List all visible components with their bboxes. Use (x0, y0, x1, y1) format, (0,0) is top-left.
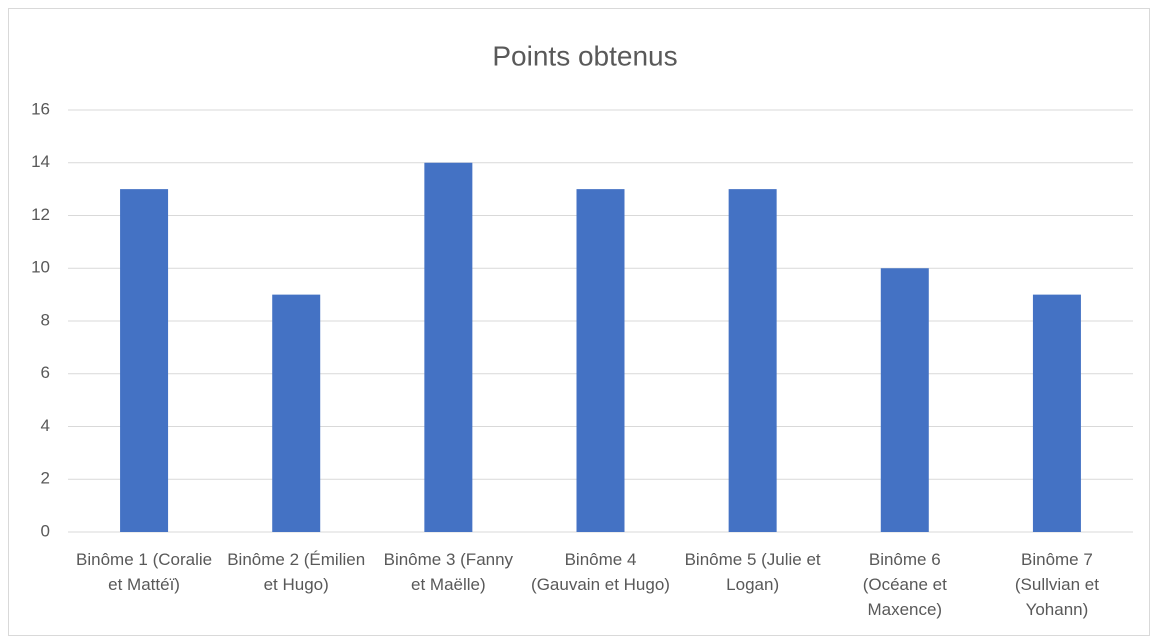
y-tick-label: 10 (31, 258, 50, 277)
x-tick-label: Binôme 5 (Julie et Logan) (684, 550, 821, 594)
x-tick-label: Binôme 3 (Fanny et Maëlle) (383, 550, 514, 594)
bar (120, 189, 169, 532)
chart-title: Points obtenus (492, 40, 677, 71)
bar (424, 162, 473, 532)
x-tick-label: Binôme 4 (Gauvain et Hugo) (531, 550, 670, 594)
y-tick-label: 12 (31, 205, 50, 224)
x-tick-label: Binôme 6 (Océane et Maxence) (862, 550, 947, 619)
bar (1032, 294, 1081, 532)
bar (728, 189, 777, 532)
y-tick-label: 16 (31, 99, 50, 118)
y-tick-label: 0 (41, 521, 50, 540)
bar (272, 294, 321, 532)
y-tick-label: 14 (31, 152, 50, 171)
x-tick-label: Binôme 1 (Coralie et Mattéï) (76, 550, 213, 594)
y-tick-label: 4 (41, 416, 50, 435)
x-tick-label: Binôme 2 (Émilien et Hugo) (227, 550, 366, 594)
x-tick-label: Binôme 7 (Sullvian et Yohann) (1014, 550, 1099, 619)
y-tick-label: 6 (41, 363, 50, 382)
y-tick-label: 2 (41, 469, 50, 488)
y-tick-label: 8 (41, 310, 50, 329)
bar (576, 189, 625, 532)
bar (880, 268, 929, 532)
